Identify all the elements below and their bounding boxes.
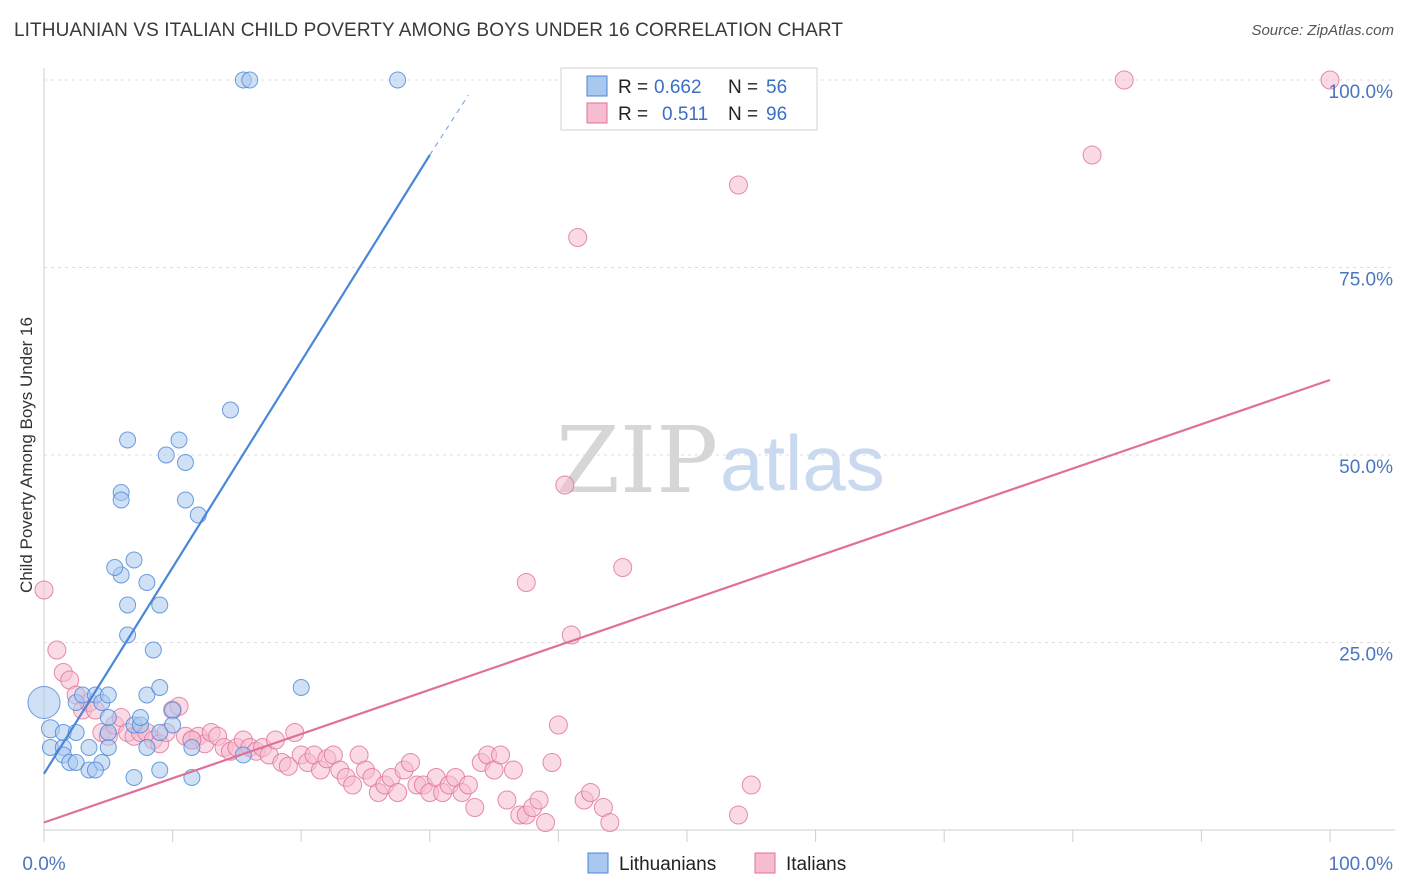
lithuanian-point-37 — [151, 724, 169, 741]
italian-point-93 — [1114, 70, 1134, 90]
legend-r-label-2: R = — [618, 104, 648, 125]
x-tick-label-1: 100.0% — [1329, 854, 1394, 875]
lithuanian-point-31 — [131, 709, 149, 726]
bottom-legend-swatch-italians — [754, 852, 776, 874]
lithuanian-point-39 — [151, 596, 169, 614]
italian-point-65 — [458, 775, 478, 795]
italian-point-76 — [529, 790, 549, 810]
lithuanian-point-35 — [144, 641, 162, 659]
lithuanian-point-44 — [176, 454, 194, 471]
lithuanian-point-26 — [119, 626, 137, 644]
italian-trend-line — [43, 378, 1331, 824]
lithuanian-point-9 — [67, 754, 85, 771]
italian-point-82 — [581, 783, 601, 802]
italian-point-71 — [497, 790, 517, 810]
lithuanian-point-52 — [241, 71, 259, 89]
legend-n-value-italians: 96 — [766, 104, 787, 125]
lithuanian-trend-line — [43, 154, 431, 775]
italian-point-72 — [503, 760, 523, 780]
lithuanian-point-54 — [389, 71, 407, 89]
italian-point-89 — [728, 805, 748, 825]
italian-point-56 — [401, 753, 421, 772]
italian-point-92 — [1082, 145, 1102, 165]
chart-source: Source: ZipAtlas.com — [1251, 22, 1394, 39]
grid-lines — [44, 79, 1395, 643]
y-tick-label-2: 75.0% — [1339, 270, 1393, 291]
lithuanian-point-28 — [125, 551, 143, 569]
italian-point-77 — [536, 813, 556, 832]
legend-swatch-italians — [586, 102, 608, 124]
lithuanian-point-0 — [27, 686, 61, 719]
legend-r-value-lithuanians: 0.662 — [654, 77, 702, 98]
lithuanian-point-18 — [99, 724, 117, 741]
legend-n-label-1: N = — [728, 77, 758, 98]
italian-point-1 — [47, 640, 67, 660]
lithuanian-point-23 — [106, 559, 124, 576]
bottom-legend: Lithuanians Italians — [587, 852, 846, 875]
italian-point-79 — [548, 715, 568, 735]
x-tick-label-0: 0.0% — [22, 854, 65, 875]
legend-swatch-lithuanians — [586, 75, 608, 97]
y-tick-label-3: 100.0% — [1329, 82, 1394, 103]
legend-r-value-italians: 0.511 — [662, 104, 708, 125]
lithuanian-point-27 — [125, 769, 143, 786]
lithuanian-point-34 — [138, 739, 156, 756]
lithuanian-point-46 — [183, 739, 201, 756]
lithuanian-point-49 — [221, 401, 239, 419]
legend-n-label-2: N = — [728, 104, 758, 125]
lithuanian-point-36 — [151, 679, 169, 696]
lithuanian-point-17 — [99, 686, 117, 704]
legend: R = 0.662 N = 56 R = 0.511 N = 96 — [560, 67, 818, 131]
watermark-atlas: atlas — [720, 419, 885, 507]
italian-point-87 — [613, 558, 633, 577]
lithuanian-point-43 — [170, 431, 188, 449]
tick-labels: 25.0% 50.0% 75.0% 100.0% 0.0% 100.0% — [22, 82, 1393, 875]
italian-point-54 — [388, 783, 408, 802]
italian-point-0 — [34, 580, 54, 600]
lithuanian-point-38 — [151, 761, 169, 779]
lithuanian-point-40 — [157, 446, 175, 464]
data-points — [27, 70, 1340, 832]
lithuanian-point-48 — [189, 506, 207, 524]
trend-lines — [43, 94, 1331, 824]
lithuanian-point-19 — [99, 709, 117, 726]
lithuanian-point-45 — [176, 491, 194, 509]
lithuanian-point-53 — [292, 679, 310, 696]
y-tick-label-0: 25.0% — [1339, 645, 1393, 666]
italian-point-86 — [568, 228, 588, 247]
y-axis-title: Child Poverty Among Boys Under 16 — [17, 317, 36, 593]
italian-point-94 — [1320, 70, 1340, 90]
lithuanian-point-25 — [119, 596, 137, 614]
y-tick-label-1: 50.0% — [1339, 457, 1393, 478]
bottom-legend-swatch-lithuanians — [587, 852, 609, 874]
watermark-zip: ZIP — [556, 407, 718, 514]
lithuanian-point-11 — [80, 739, 98, 756]
italian-point-88 — [555, 475, 575, 495]
watermark: ZIP atlas — [556, 407, 885, 514]
italian-point-91 — [741, 775, 761, 795]
lithuanian-trend-extension — [429, 94, 469, 156]
lithuanian-point-33 — [138, 686, 156, 704]
chart-title: LITHUANIAN VS ITALIAN CHILD POVERTY AMON… — [14, 20, 844, 41]
lithuanian-point-42 — [164, 716, 182, 734]
italian-point-47 — [343, 775, 363, 795]
lithuanian-point-16 — [99, 739, 117, 756]
legend-r-label-1: R = — [618, 77, 648, 98]
italian-point-70 — [491, 745, 511, 765]
lithuanian-point-41 — [164, 701, 182, 719]
italian-point-85 — [516, 573, 536, 592]
legend-n-value-lithuanians: 56 — [766, 77, 787, 98]
lithuanian-point-21 — [112, 491, 130, 509]
bottom-legend-label-italians: Italians — [786, 854, 846, 875]
italian-point-90 — [728, 175, 748, 195]
italian-point-66 — [465, 798, 485, 817]
italian-point-78 — [542, 753, 562, 772]
lithuanian-point-32 — [138, 574, 156, 591]
bottom-legend-label-lithuanians: Lithuanians — [619, 854, 716, 875]
italian-point-37 — [278, 756, 298, 776]
lithuanian-point-24 — [119, 431, 137, 449]
lithuanian-point-55 — [86, 761, 104, 779]
italian-point-84 — [600, 813, 620, 832]
